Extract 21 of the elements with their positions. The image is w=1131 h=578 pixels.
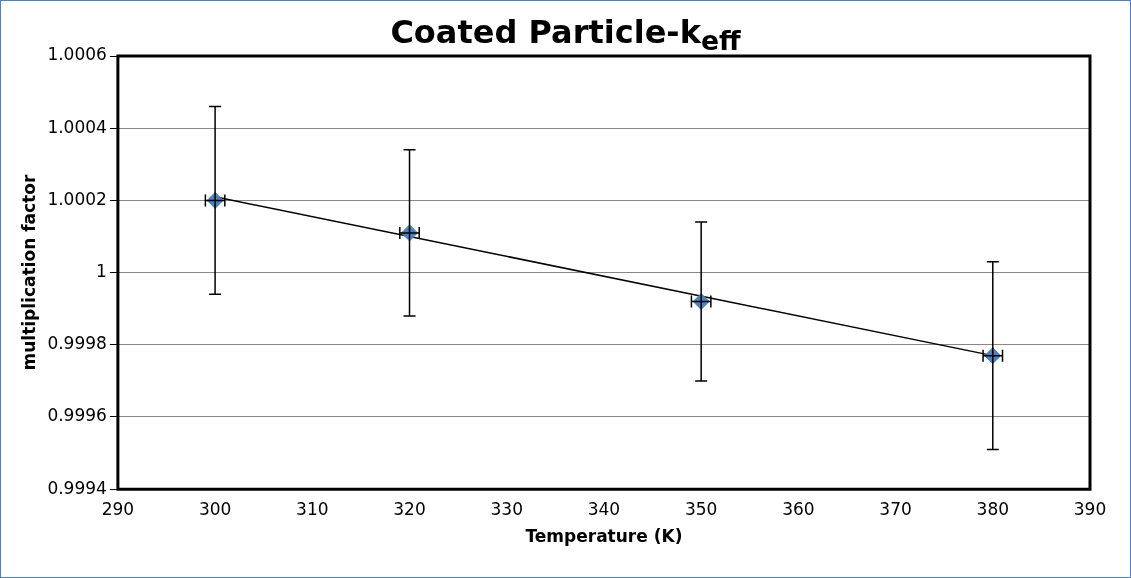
- x-tick-label: 330: [490, 498, 523, 519]
- x-tick-label: 320: [393, 498, 426, 519]
- y-tick-label: 0.9998: [47, 333, 107, 354]
- x-tick-label: 300: [198, 498, 232, 519]
- y-tick-label: 1.0002: [47, 188, 107, 209]
- y-tick-label: 1.0004: [47, 116, 107, 137]
- y-tick-label: 1.0006: [47, 44, 107, 65]
- x-tick-label: 360: [782, 498, 815, 519]
- x-tick-label: 380: [976, 498, 1010, 519]
- x-tick-label: 370: [879, 498, 912, 519]
- x-tick-label: 290: [101, 498, 135, 519]
- y-tick-label: 0.9996: [47, 405, 107, 426]
- y-tick-label: 0.9994: [47, 477, 107, 498]
- y-tick-label: 1: [96, 261, 107, 282]
- x-tick-label: 340: [587, 498, 621, 519]
- x-tick-label: 310: [296, 498, 329, 519]
- x-axis-title: Temperature (K): [525, 526, 683, 547]
- x-tick-label: 350: [684, 498, 718, 519]
- x-tick-label: 390: [1073, 498, 1107, 519]
- chart-title: Coated Particle-k$_{eff}$: [390, 13, 741, 57]
- y-axis-title: multiplication factor: [18, 174, 39, 371]
